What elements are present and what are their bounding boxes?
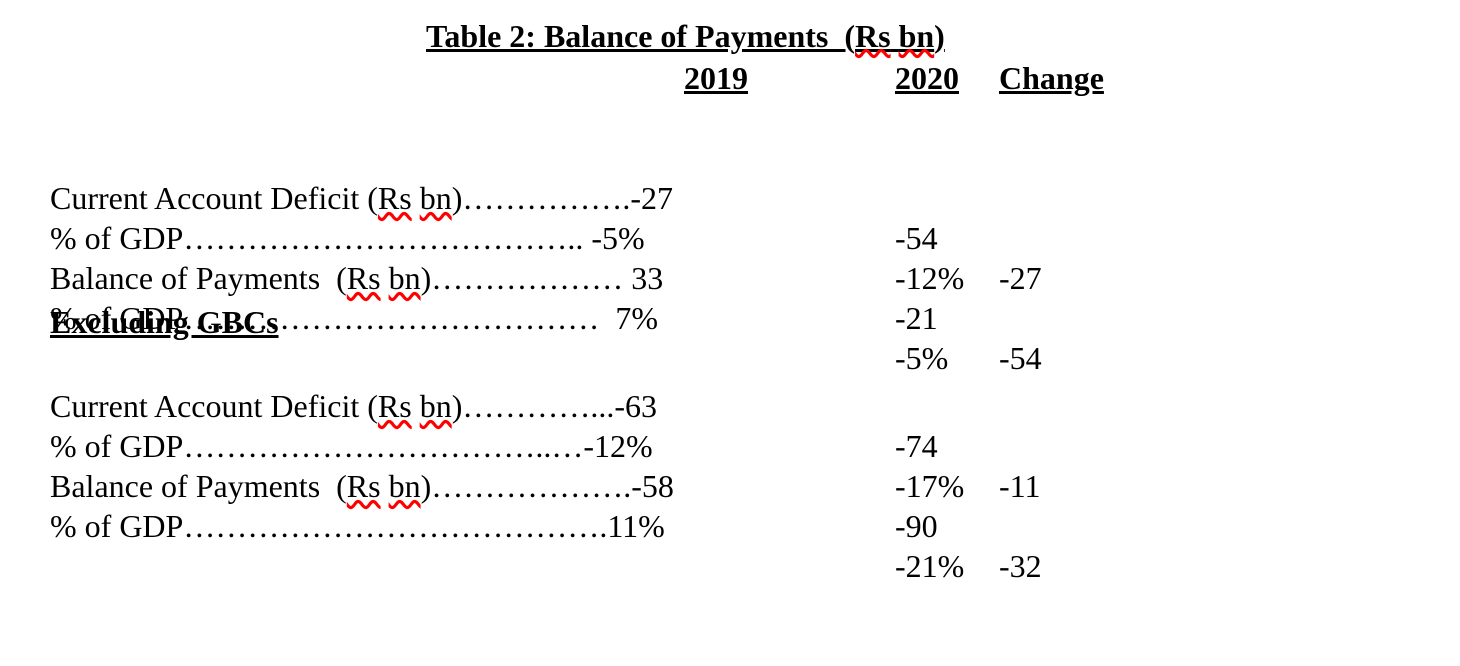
column-header-2019: 2019 [684, 60, 748, 96]
value-2020: -90 [895, 508, 938, 544]
value-2020: -5% [895, 340, 949, 376]
row-label: % of GDP………………………………… 7% [50, 298, 658, 338]
table-row: Current Account Deficit (Rs bn)…………...-6… [0, 346, 1460, 504]
table-row: % of GDP………………………………….11% -21% [0, 466, 1460, 584]
value-2019: ……………….-58 [431, 468, 674, 504]
value-change: -54 [999, 340, 1042, 376]
label-text: Current Account Deficit ( [50, 180, 378, 216]
label-text: Balance of Payments ( [50, 260, 347, 296]
title-bn: bn [898, 18, 935, 54]
table-row: % of GDP……………………………….. -5% -12% [0, 178, 1460, 296]
value-2019: …………...-63 [462, 388, 657, 424]
row-label: Current Account Deficit (Rs bn)…………...-6… [50, 386, 657, 426]
label-rs: Rs [377, 180, 412, 216]
value-2020: -74 [895, 428, 938, 464]
label-text: % of GDP………………………………… 7% [50, 300, 658, 336]
row-label: Balance of Payments (Rs bn)……………….-58 [50, 466, 674, 506]
row-label: % of GDP……………………………….. -5% [50, 218, 645, 258]
value-change: -11 [999, 468, 1041, 504]
label-close: ) [420, 260, 432, 296]
label-close: ) [420, 468, 432, 504]
title-space [891, 18, 899, 54]
table-row: Balance of Payments (Rs bn)……………… 33 -21… [0, 218, 1460, 376]
title-text: Table 2: Balance of Payments ( [426, 18, 856, 54]
value-2019: …………….-27 [462, 180, 673, 216]
value-2020: -12% [895, 260, 965, 296]
table-row: Balance of Payments (Rs bn)……………….-58 -9… [0, 426, 1460, 584]
label-bn: bn [388, 260, 421, 296]
label-text: Balance of Payments ( [50, 468, 347, 504]
row-label: % of GDP………………………………….11% [50, 506, 665, 546]
table-row: % of GDP……………………………..…-12% -17% [0, 386, 1460, 504]
value-change: -32 [999, 548, 1042, 584]
value-2020: -17% [895, 468, 965, 504]
label-text: Current Account Deficit ( [50, 388, 378, 424]
value-2020: -21% [895, 548, 965, 584]
value-2019: ……………… 33 [431, 260, 664, 296]
label-text: % of GDP……………………………..…-12% [50, 428, 653, 464]
document-page: Table 2: Balance of Payments (Rs bn) 201… [0, 16, 1460, 584]
section-heading: Excluding GBCs [50, 304, 279, 340]
table-row: % of GDP………………………………… 7% -5% [0, 258, 1460, 376]
value-2020: -21 [895, 300, 938, 336]
table-row: Current Account Deficit (Rs bn)…………….-27… [0, 138, 1460, 296]
label-rs: Rs [346, 468, 381, 504]
label-text: % of GDP……………………………….. -5% [50, 220, 645, 256]
label-bn: bn [419, 388, 452, 424]
label-close: ) [451, 388, 463, 424]
label-rs: Rs [377, 388, 412, 424]
label-close: ) [451, 180, 463, 216]
label-bn: bn [388, 468, 421, 504]
value-change: -27 [999, 260, 1042, 296]
label-text: % of GDP………………………………….11% [50, 508, 665, 544]
title-suffix: ) [934, 18, 945, 54]
column-header-2020: 2020 [895, 60, 959, 96]
row-label: Current Account Deficit (Rs bn)…………….-27 [50, 178, 673, 218]
title-rs: Rs [855, 18, 891, 54]
row-label: Balance of Payments (Rs bn)……………… 33 [50, 258, 663, 298]
label-bn: bn [419, 180, 452, 216]
label-rs: Rs [346, 260, 381, 296]
table-title: Table 2: Balance of Payments (Rs bn) [426, 16, 945, 56]
column-header-change: Change [999, 60, 1104, 96]
value-2020: -54 [895, 220, 938, 256]
row-label: % of GDP……………………………..…-12% [50, 426, 653, 466]
